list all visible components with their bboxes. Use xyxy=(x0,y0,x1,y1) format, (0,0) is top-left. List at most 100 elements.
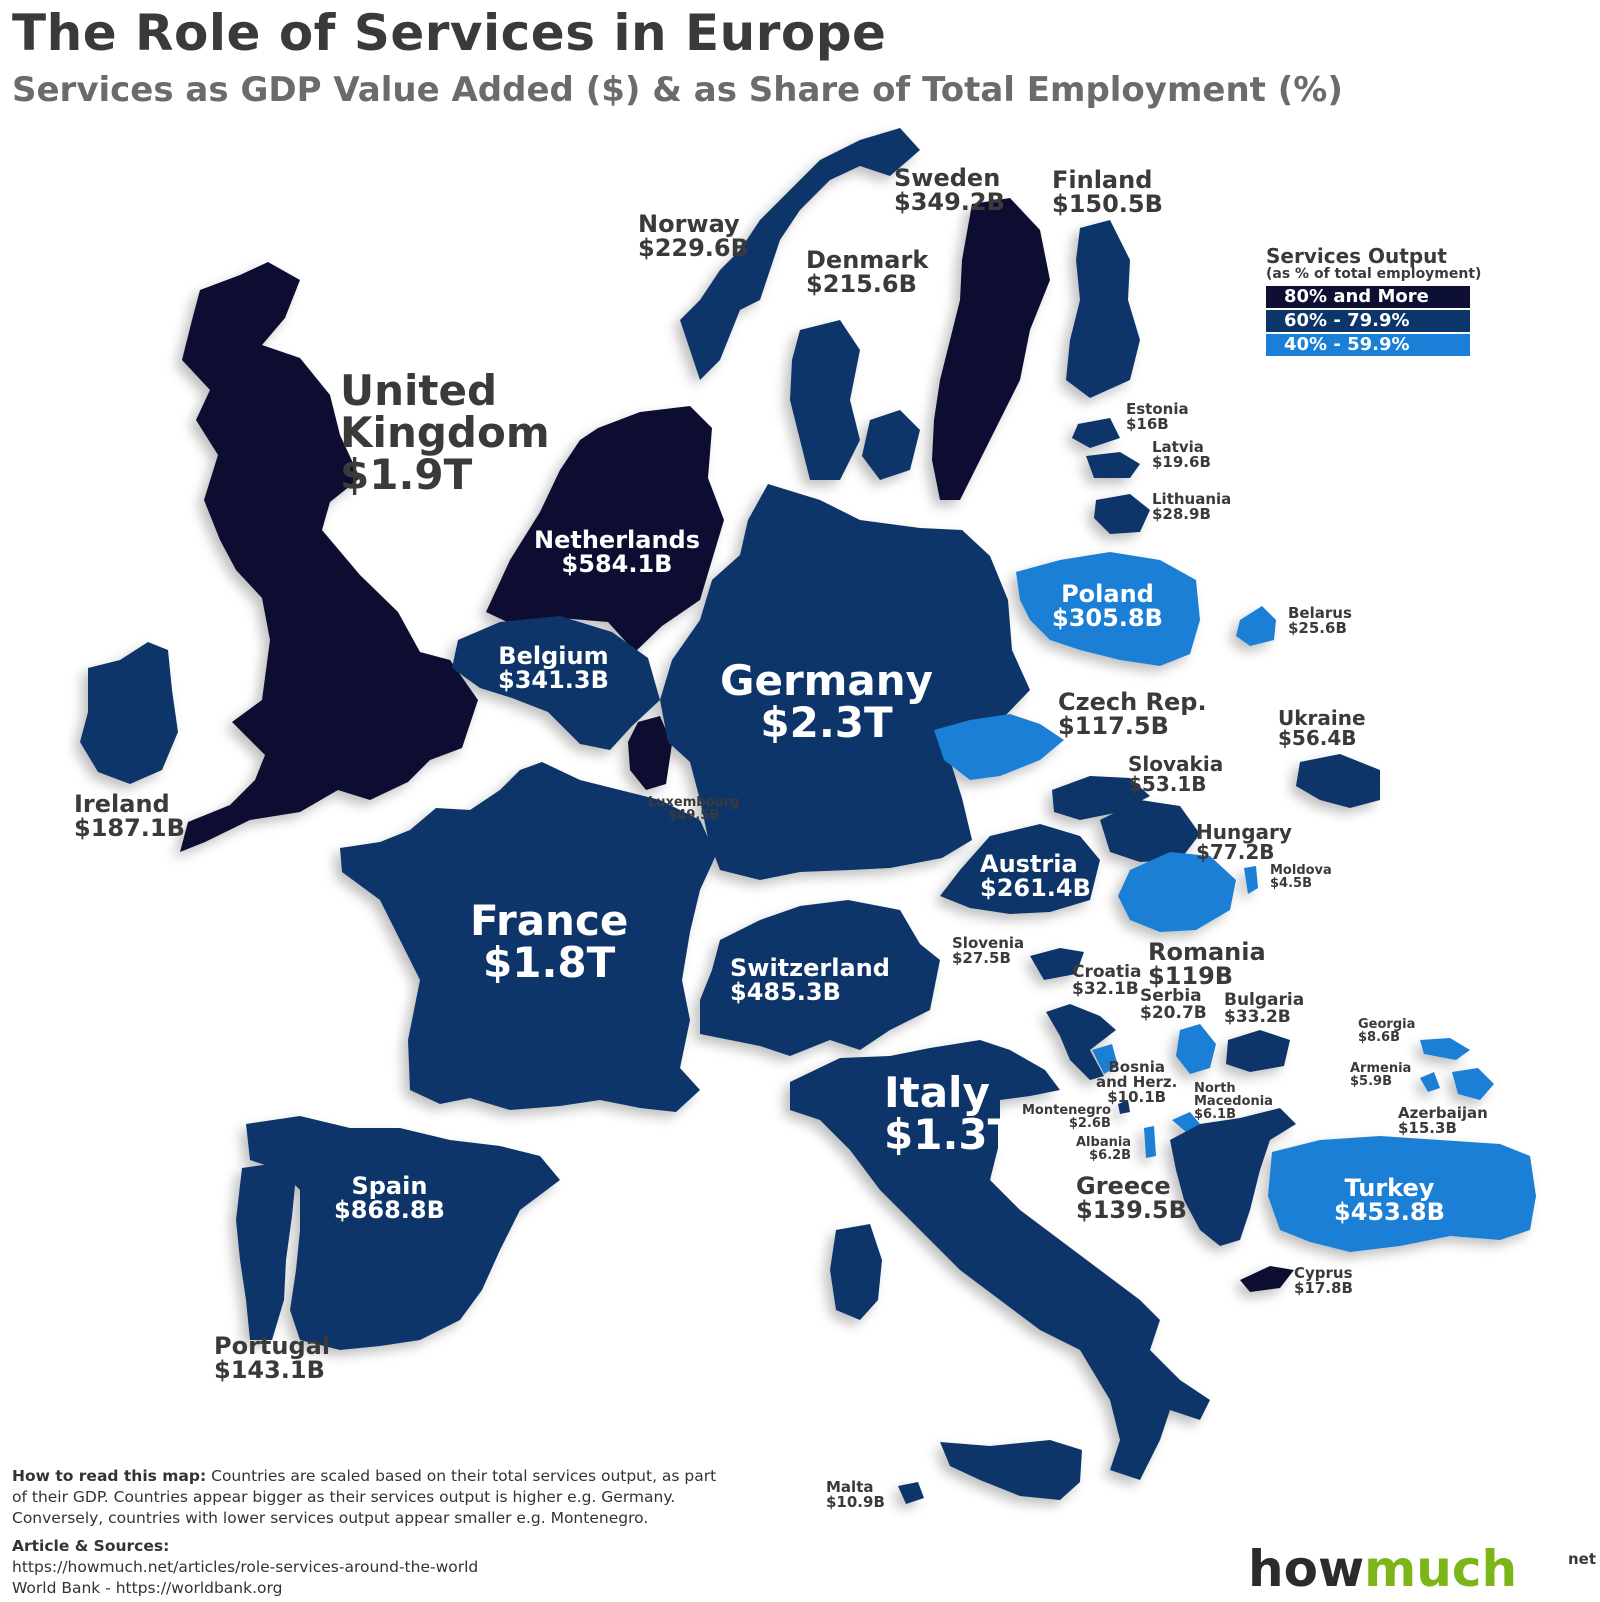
slovenia-shape xyxy=(1030,948,1084,980)
label-slovenia: Slovenia $27.5B xyxy=(952,934,1025,967)
label-estonia: Estonia $16B xyxy=(1126,400,1189,433)
map-title: The Role of Services in Europe xyxy=(12,4,887,62)
label-north-macedonia: North Macedonia $6.1B xyxy=(1194,1081,1273,1122)
label-ireland: Ireland $187.1B xyxy=(74,790,185,842)
label-finland: Finland $150.5B xyxy=(1052,166,1163,218)
label-georgia: Georgia $8.6B xyxy=(1358,1017,1416,1045)
logo-net: net xyxy=(1568,1550,1597,1568)
ukraine-shape xyxy=(1296,754,1380,808)
label-switzerland: Switzerland $485.3B xyxy=(730,954,890,1006)
hungary-shape xyxy=(1100,800,1200,862)
label-norway: Norway $229.6B xyxy=(638,210,749,262)
label-greece: Greece $139.5B xyxy=(1076,1172,1187,1224)
label-croatia: Croatia $32.1B xyxy=(1072,962,1142,999)
label-serbia: Serbia $20.7B xyxy=(1140,986,1207,1023)
finland-shape xyxy=(1066,220,1140,398)
sources-worldbank-link[interactable]: World Bank - https://worldbank.org xyxy=(12,1578,283,1597)
north-macedonia-shape xyxy=(1172,1112,1200,1132)
label-cyprus: Cyprus $17.8B xyxy=(1294,1264,1353,1297)
label-spain: Spain $868.8B xyxy=(334,1172,445,1224)
armenia-shape xyxy=(1420,1072,1440,1092)
greece-shape xyxy=(1170,1108,1296,1246)
label-slovakia: Slovakia $53.1B xyxy=(1128,752,1224,796)
label-luxembourg: Luxembourg $49.5B xyxy=(648,795,740,823)
montenegro-shape xyxy=(1118,1100,1130,1114)
how-to-text: Countries are scaled based on their tota… xyxy=(12,1467,717,1527)
lithuania-shape xyxy=(1094,494,1150,534)
how-to-read-note: How to read this map: Countries are scal… xyxy=(12,1466,732,1529)
label-lithuania: Lithuania $28.9B xyxy=(1152,490,1232,523)
label-azerbaijan: Azerbaijan $15.3B xyxy=(1398,1104,1488,1137)
label-belarus: Belarus $25.6B xyxy=(1288,604,1352,637)
poland-shape xyxy=(1016,552,1200,666)
luxembourg-shape xyxy=(628,716,672,790)
legend-subtitle: (as % of total employment) xyxy=(1266,266,1482,282)
label-latvia: Latvia $19.6B xyxy=(1152,438,1211,471)
denmark-shape xyxy=(790,320,860,480)
france-shape xyxy=(340,762,716,1112)
label-netherlands: Netherlands $584.1B xyxy=(534,526,701,578)
bulgaria-shape xyxy=(1226,1030,1290,1072)
belarus-shape xyxy=(1236,606,1276,646)
label-ukraine: Ukraine $56.4B xyxy=(1278,706,1366,750)
logo-how: how xyxy=(1248,1540,1365,1598)
turkey-shape xyxy=(1268,1136,1536,1252)
label-austria: Austria $261.4B xyxy=(980,850,1091,902)
switzerland-shape xyxy=(700,900,940,1056)
albania-shape xyxy=(1144,1126,1156,1158)
label-turkey: Turkey $453.8B xyxy=(1334,1174,1445,1226)
denmark-island-shape xyxy=(862,410,920,480)
label-malta: Malta $10.9B xyxy=(826,1478,885,1511)
label-uk: United Kingdom $1.9T xyxy=(340,366,550,499)
italy-shape xyxy=(790,1040,1210,1480)
sardinia-shape xyxy=(830,1224,882,1320)
norway-shape xyxy=(680,128,920,380)
sources: Article & Sources: https://howmuch.net/a… xyxy=(12,1536,478,1599)
map-subtitle: Services as GDP Value Added ($) & as Sha… xyxy=(12,70,1343,110)
netherlands-shape xyxy=(486,406,724,652)
label-portugal: Portugal $143.1B xyxy=(214,1332,331,1384)
sweden-shape xyxy=(932,198,1050,500)
label-albania: Albania $6.2B xyxy=(1076,1135,1132,1163)
legend-item-60-79: 60% - 79.9% xyxy=(1266,310,1470,332)
germany-shape xyxy=(660,484,1030,880)
label-germany: Germany $2.3T xyxy=(720,656,934,747)
portugal-shape xyxy=(236,1164,296,1340)
label-italy: Italy $1.3T xyxy=(884,1068,1017,1159)
ireland-shape xyxy=(80,642,178,784)
how-to-heading: How to read this map: xyxy=(12,1467,207,1485)
label-montenegro: Montenegro $2.6B xyxy=(1022,1103,1111,1131)
label-sweden: Sweden $349.2B xyxy=(894,164,1005,216)
latvia-shape xyxy=(1086,452,1140,478)
label-czech: Czech Rep. $117.5B xyxy=(1058,688,1207,740)
sicily-shape xyxy=(940,1440,1082,1500)
label-bosnia: Bosnia and Herz. $10.1B xyxy=(1096,1058,1178,1106)
spain-shape xyxy=(246,1116,560,1350)
howmuch-logo: howmuch xyxy=(1248,1540,1517,1598)
logo-much: much xyxy=(1364,1540,1518,1598)
azerbaijan-shape xyxy=(1452,1068,1494,1100)
croatia-shape xyxy=(1046,1004,1116,1080)
czech-shape xyxy=(934,714,1064,780)
belgium-shape xyxy=(452,616,660,750)
sources-article-link[interactable]: https://howmuch.net/articles/role-servic… xyxy=(12,1557,479,1576)
label-romania: Romania $119B xyxy=(1148,938,1266,990)
georgia-shape xyxy=(1420,1038,1470,1060)
legend-item-80-plus: 80% and More xyxy=(1266,286,1470,308)
label-armenia: Armenia $5.9B xyxy=(1350,1061,1412,1089)
malta-shape xyxy=(898,1482,924,1504)
cyprus-shape xyxy=(1240,1266,1294,1292)
label-hungary: Hungary $77.2B xyxy=(1196,820,1292,864)
label-denmark: Denmark $215.6B xyxy=(806,246,929,298)
austria-shape xyxy=(940,824,1100,914)
uk-shape xyxy=(180,262,478,852)
legend: Services Output (as % of total employmen… xyxy=(1266,246,1486,358)
legend-title: Services Output xyxy=(1266,244,1447,268)
legend-item-40-59: 40% - 59.9% xyxy=(1266,334,1470,356)
bosnia-shape xyxy=(1092,1044,1118,1074)
label-belgium: Belgium $341.3B xyxy=(498,642,609,694)
sources-heading: Article & Sources: xyxy=(12,1537,170,1555)
estonia-shape xyxy=(1072,418,1120,448)
romania-shape xyxy=(1118,852,1236,932)
